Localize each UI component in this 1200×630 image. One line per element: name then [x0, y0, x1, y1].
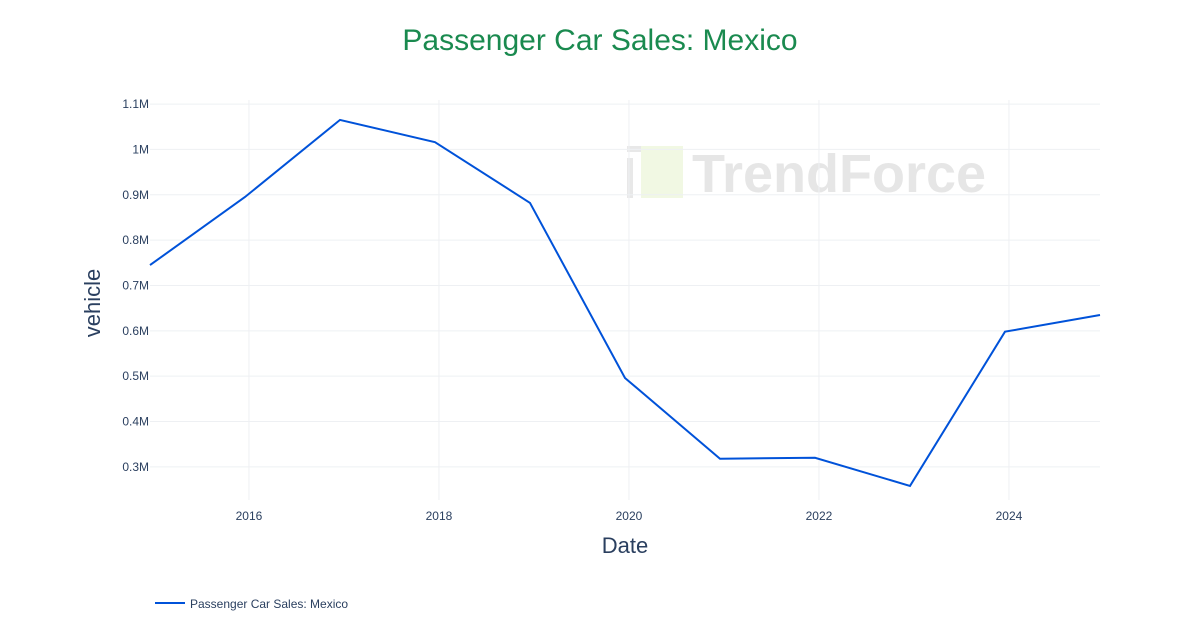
data-point[interactable] — [527, 200, 533, 206]
data-point[interactable] — [1002, 329, 1008, 335]
legend[interactable]: Passenger Car Sales: Mexico — [155, 597, 348, 611]
y-tick-label: 0.3M — [122, 460, 149, 474]
chart-title: Passenger Car Sales: Mexico — [402, 24, 797, 57]
svg-text:TrendForce: TrendForce — [692, 144, 986, 204]
y-tick-label: 0.6M — [122, 324, 149, 338]
data-point[interactable] — [622, 375, 628, 381]
data-point[interactable] — [432, 139, 438, 145]
y-tick-label: 0.7M — [122, 278, 149, 292]
y-tick-label: 0.4M — [122, 415, 149, 429]
data-point[interactable] — [907, 483, 913, 489]
legend-label: Passenger Car Sales: Mexico — [190, 597, 348, 611]
y-tick-label: 1M — [132, 142, 149, 156]
series-line — [149, 118, 1101, 488]
y-axis-label: vehicle — [80, 269, 105, 337]
data-point[interactable] — [337, 117, 343, 123]
x-tick-label: 2020 — [616, 509, 643, 523]
x-axis-label: Date — [602, 533, 648, 558]
y-tick-label: 0.5M — [122, 369, 149, 383]
data-point[interactable] — [1097, 312, 1103, 318]
data-point[interactable] — [242, 194, 248, 200]
y-tick-label: 1.1M — [122, 97, 149, 111]
data-point[interactable] — [812, 455, 818, 461]
y-tick-label: 0.9M — [122, 188, 149, 202]
x-tick-label: 2024 — [996, 509, 1023, 523]
trendforce-watermark-logo: TrendForce — [627, 144, 986, 204]
x-tick-label: 2022 — [806, 509, 833, 523]
x-tick-label: 2018 — [426, 509, 453, 523]
data-point[interactable] — [717, 456, 723, 462]
y-tick-label: 0.8M — [122, 233, 149, 247]
x-tick-label: 2016 — [236, 509, 263, 523]
data-point[interactable] — [147, 262, 153, 268]
